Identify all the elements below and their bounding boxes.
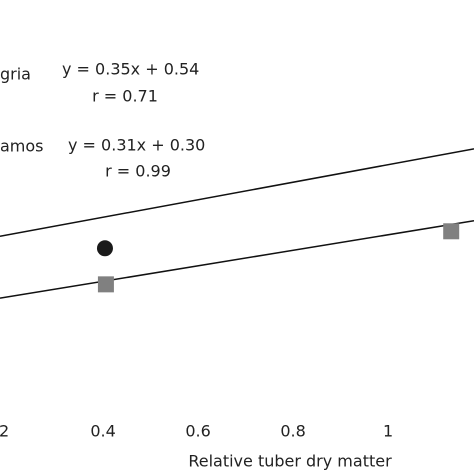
x-tick-label: 0.4	[90, 422, 115, 441]
series-name: gria	[0, 65, 31, 84]
series-name: amos	[0, 137, 44, 156]
equation: y = 0.35x + 0.54	[62, 60, 199, 79]
point	[96, 240, 113, 257]
regression-line	[0, 220, 474, 299]
x-tick-label: 1	[383, 422, 393, 441]
x-tick-label: 0.8	[280, 422, 305, 441]
point	[443, 223, 460, 240]
regression-line	[0, 148, 474, 238]
x-tick-label: 0.6	[185, 422, 210, 441]
equation: y = 0.31x + 0.30	[68, 136, 205, 155]
point	[97, 276, 114, 293]
r-value: r = 0.99	[105, 162, 171, 181]
x-axis-label: Relative tuber dry matter	[188, 452, 392, 471]
x-tick-label: 2	[0, 422, 9, 441]
r-value: r = 0.71	[92, 87, 158, 106]
